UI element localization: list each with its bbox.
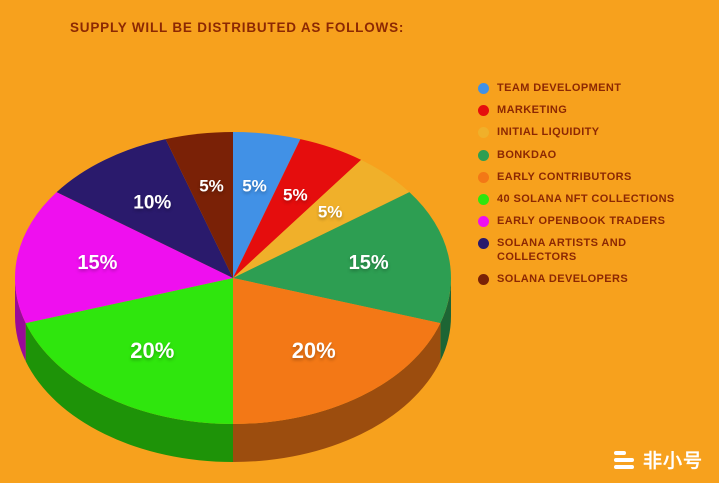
pie-slice-side-early-contributors xyxy=(233,323,441,462)
legend-item-marketing: MARKETING xyxy=(478,104,693,117)
legend-color-dot xyxy=(478,216,489,228)
pie-slice-label-solana-artists-and-collectors: 10% xyxy=(133,193,171,214)
pie-slice-label-solana-developers: 5% xyxy=(199,177,224,196)
pie-slice-early-contributors xyxy=(233,278,441,424)
legend-item-initial-liquidity: INITIAL LIQUIDITY xyxy=(478,126,693,139)
legend-item-bonkdao: BONKDAO xyxy=(478,149,693,162)
legend-color-dot xyxy=(478,238,489,250)
pie-slice-side-bonkdao xyxy=(440,278,451,362)
pie-slice-label-team-development: 5% xyxy=(242,177,267,196)
watermark-text: 非小号 xyxy=(642,451,703,472)
watermark-logo-icon xyxy=(613,449,636,471)
pie-slice-side-40-solana-nft-collections xyxy=(25,323,234,462)
pie-slice-side-early-openbook-traders xyxy=(15,278,26,362)
legend-item-label: TEAM DEVELOPMENT xyxy=(497,82,622,94)
legend-item-label: EARLY CONTRIBUTORS xyxy=(497,170,632,183)
legend-item-label: SOLANA DEVELOPERS xyxy=(497,272,629,285)
pie-slice-team-development xyxy=(233,132,301,278)
legend-item-solana-developers: SOLANA DEVELOPERS xyxy=(478,273,693,286)
pie-slice-solana-artists-and-collectors xyxy=(56,139,234,278)
chart-title: SUPPLY WILL BE DISTRIBUTED AS FOLLOWS: xyxy=(70,20,405,35)
legend-item-label: 40 SOLANA NFT COLLECTIONS xyxy=(497,192,675,205)
legend-item-early-contributors: EARLY CONTRIBUTORS xyxy=(478,171,693,184)
legend-item-early-openbook-traders: EARLY OPENBOOK TRADERS xyxy=(478,215,693,228)
legend-color-dot xyxy=(478,273,489,285)
legend-item-label: BONKDAO xyxy=(497,148,557,161)
legend-color-dot xyxy=(478,83,489,94)
legend-item-team-development: TEAM DEVELOPMENT xyxy=(478,82,693,95)
legend-color-dot xyxy=(478,193,489,205)
legend-color-dot xyxy=(478,105,489,117)
legend-color-dot xyxy=(478,171,489,183)
pie-slice-initial-liquidity xyxy=(233,159,410,278)
pie-slice-bonkdao xyxy=(233,192,451,324)
legend-color-dot xyxy=(478,127,489,139)
pie-slice-marketing xyxy=(233,139,362,278)
pie-slice-early-openbook-traders xyxy=(15,192,234,324)
legend-item-label: INITIAL LIQUIDITY xyxy=(497,126,600,139)
legend: TEAM DEVELOPMENT MARKETING INITIAL LIQUIDI… xyxy=(478,82,693,286)
pie-slice-label-40-solana-nft-collections: 20% xyxy=(130,338,174,363)
pie-slice-solana-developers xyxy=(165,132,233,278)
legend-item-40-solana-nft-collections: 40 SOLANA NFT COLLECTIONS xyxy=(478,193,693,206)
legend-item-solana-artists-and-collectors: SOLANA ARTISTS AND COLLECTORS xyxy=(478,237,693,263)
pie-slice-label-early-contributors: 20% xyxy=(292,338,336,363)
legend-item-label: EARLY OPENBOOK TRADERS xyxy=(497,215,666,228)
legend-item-label: SOLANA ARTISTS AND COLLECTORS xyxy=(497,237,627,263)
pie-slice-label-early-openbook-traders: 15% xyxy=(77,252,117,274)
watermark: 非小号 xyxy=(613,446,703,473)
pie-slice-label-bonkdao: 15% xyxy=(349,252,389,274)
pie-slice-label-marketing: 5% xyxy=(283,186,308,205)
legend-color-dot xyxy=(478,149,489,161)
pie-slice-label-initial-liquidity: 5% xyxy=(318,202,343,221)
pie-slice-40-solana-nft-collections xyxy=(25,278,234,424)
legend-item-label: MARKETING xyxy=(497,104,568,117)
